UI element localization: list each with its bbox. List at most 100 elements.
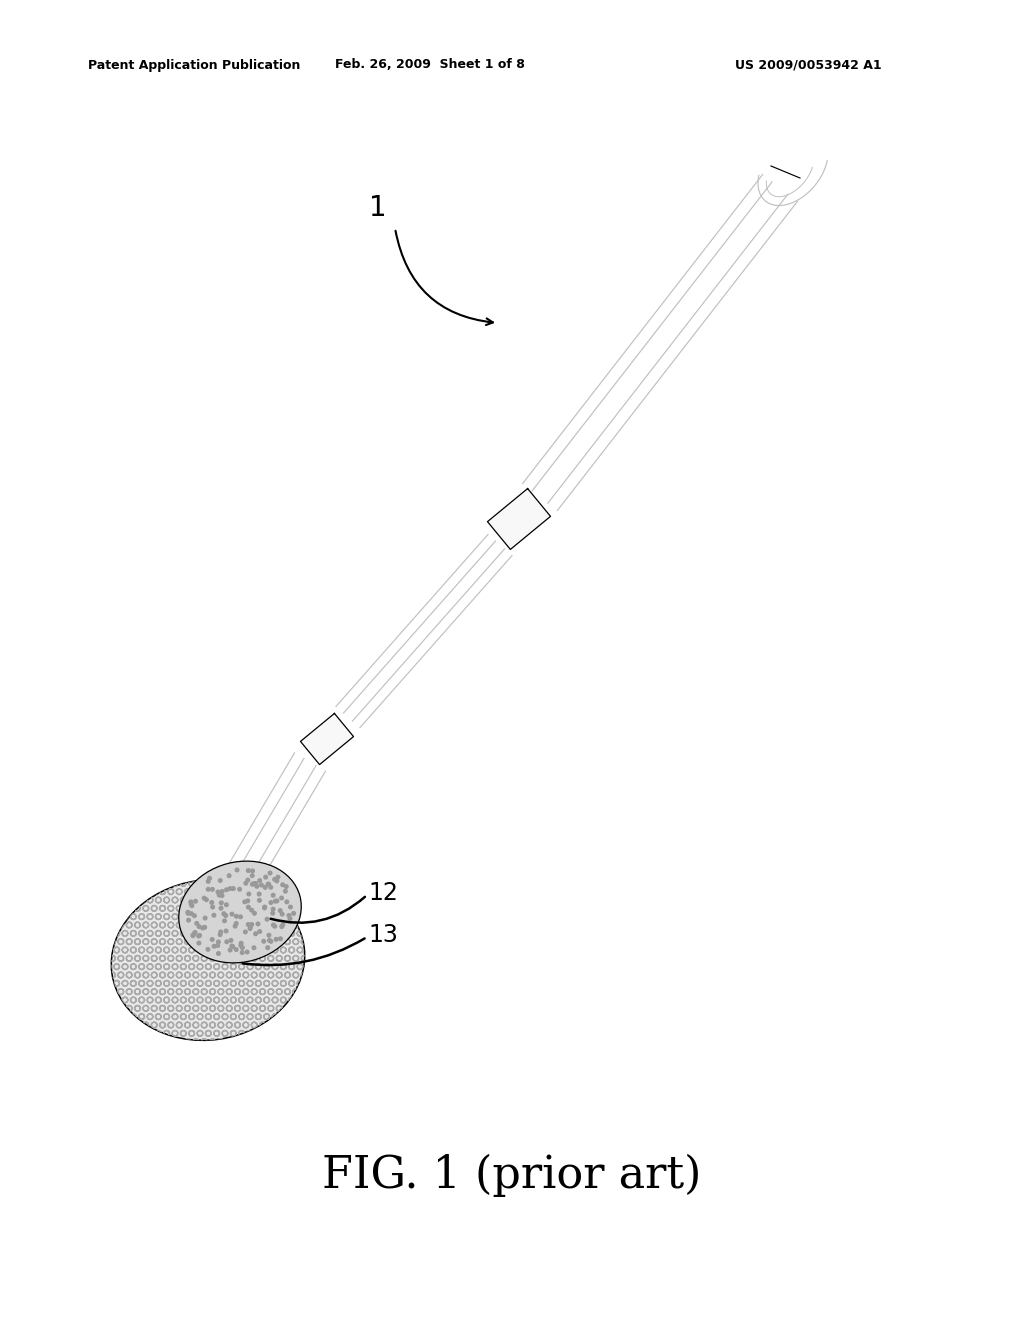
Text: Feb. 26, 2009  Sheet 1 of 8: Feb. 26, 2009 Sheet 1 of 8 xyxy=(335,58,525,71)
Circle shape xyxy=(271,907,275,911)
Circle shape xyxy=(285,884,288,888)
Circle shape xyxy=(220,894,224,898)
Circle shape xyxy=(269,900,272,904)
Circle shape xyxy=(239,944,243,948)
Circle shape xyxy=(265,917,269,921)
Circle shape xyxy=(250,923,254,927)
Circle shape xyxy=(272,878,276,882)
Circle shape xyxy=(191,933,195,937)
Circle shape xyxy=(253,912,256,915)
Circle shape xyxy=(222,912,225,916)
Circle shape xyxy=(269,940,272,942)
Circle shape xyxy=(251,869,254,873)
Circle shape xyxy=(250,908,253,912)
Circle shape xyxy=(256,923,260,925)
Circle shape xyxy=(234,921,238,925)
Circle shape xyxy=(190,904,194,907)
Polygon shape xyxy=(300,713,353,764)
Circle shape xyxy=(274,937,278,941)
Circle shape xyxy=(267,882,270,886)
Circle shape xyxy=(244,882,248,884)
Circle shape xyxy=(258,899,261,902)
Circle shape xyxy=(189,900,193,904)
Circle shape xyxy=(255,884,259,888)
Circle shape xyxy=(210,900,214,904)
Circle shape xyxy=(252,882,255,886)
Circle shape xyxy=(203,896,206,900)
Circle shape xyxy=(268,871,271,875)
Circle shape xyxy=(273,899,278,903)
Circle shape xyxy=(234,915,239,919)
Circle shape xyxy=(228,887,231,891)
Circle shape xyxy=(239,915,243,919)
Circle shape xyxy=(258,879,261,882)
Circle shape xyxy=(236,869,239,871)
Text: FIG. 1 (prior art): FIG. 1 (prior art) xyxy=(323,1154,701,1197)
Circle shape xyxy=(217,940,220,944)
Circle shape xyxy=(285,900,289,904)
Circle shape xyxy=(267,933,270,937)
Circle shape xyxy=(281,923,285,927)
Circle shape xyxy=(216,944,219,948)
Circle shape xyxy=(229,939,232,942)
Circle shape xyxy=(224,888,228,891)
Circle shape xyxy=(189,912,194,916)
Circle shape xyxy=(238,887,242,891)
Circle shape xyxy=(228,948,232,952)
Circle shape xyxy=(254,932,257,936)
Circle shape xyxy=(212,913,216,917)
Circle shape xyxy=(249,924,252,928)
Circle shape xyxy=(267,939,271,942)
Circle shape xyxy=(193,913,197,917)
Circle shape xyxy=(210,937,214,941)
Circle shape xyxy=(247,906,250,909)
Circle shape xyxy=(292,912,295,915)
Text: 12: 12 xyxy=(368,880,398,906)
Circle shape xyxy=(246,878,250,882)
Circle shape xyxy=(246,950,249,954)
Circle shape xyxy=(279,937,283,941)
Circle shape xyxy=(194,899,198,903)
Circle shape xyxy=(271,894,275,898)
Circle shape xyxy=(252,946,256,949)
Circle shape xyxy=(246,899,250,903)
Circle shape xyxy=(269,886,272,890)
Circle shape xyxy=(230,944,233,948)
Circle shape xyxy=(219,907,223,909)
Circle shape xyxy=(280,896,284,900)
Circle shape xyxy=(219,931,222,933)
Circle shape xyxy=(273,924,276,928)
Circle shape xyxy=(258,929,261,933)
Circle shape xyxy=(198,925,201,928)
Circle shape xyxy=(205,898,208,902)
Circle shape xyxy=(243,900,247,904)
Circle shape xyxy=(197,941,201,945)
Circle shape xyxy=(218,879,222,882)
Circle shape xyxy=(240,941,243,945)
Circle shape xyxy=(251,882,254,886)
Circle shape xyxy=(260,883,263,887)
Text: 1: 1 xyxy=(370,194,387,222)
Circle shape xyxy=(227,874,231,878)
Circle shape xyxy=(287,913,291,917)
Circle shape xyxy=(197,935,201,937)
Circle shape xyxy=(211,887,214,891)
Text: 13: 13 xyxy=(368,923,398,946)
Circle shape xyxy=(271,911,274,915)
Circle shape xyxy=(262,940,265,942)
Circle shape xyxy=(195,921,199,925)
Circle shape xyxy=(218,933,222,936)
Circle shape xyxy=(284,890,287,894)
Circle shape xyxy=(275,879,279,883)
Circle shape xyxy=(266,946,269,949)
Circle shape xyxy=(220,890,224,894)
Circle shape xyxy=(216,890,220,894)
Circle shape xyxy=(194,931,197,935)
Circle shape xyxy=(289,906,292,908)
Circle shape xyxy=(280,925,284,928)
Circle shape xyxy=(206,948,210,952)
Circle shape xyxy=(279,908,282,912)
Circle shape xyxy=(275,899,279,903)
Text: US 2009/0053942 A1: US 2009/0053942 A1 xyxy=(735,58,882,71)
Circle shape xyxy=(217,894,221,896)
